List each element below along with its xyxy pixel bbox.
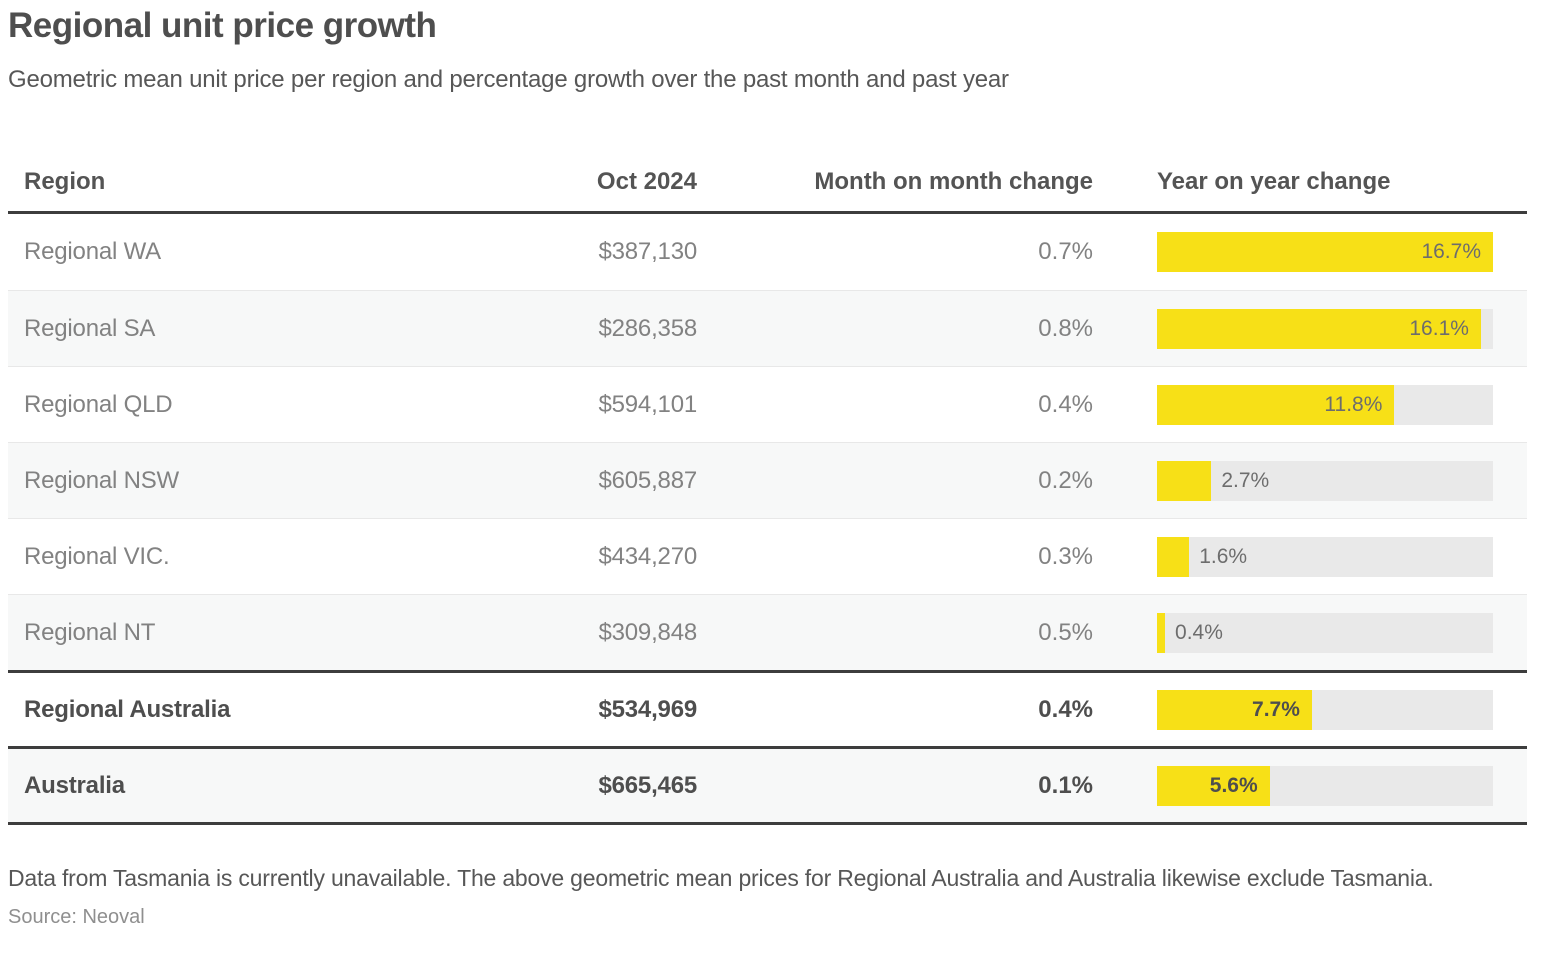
table-row-regional-sa: Regional SA $286,358 0.8% 16.1% <box>8 290 1527 366</box>
region-label: Regional QLD <box>24 390 173 418</box>
footnote: Data from Tasmania is currently unavaila… <box>8 865 1434 891</box>
yoy-bar <box>1157 612 1166 653</box>
month-change-value: 0.4% <box>1038 390 1093 418</box>
yoy-bar <box>1157 460 1212 501</box>
month-change-value: 0.7% <box>1038 238 1093 265</box>
region-label: Regional NT <box>24 618 156 646</box>
price-value: $387,130 <box>598 238 697 265</box>
yoy-bar-label: 11.8% <box>1324 392 1383 416</box>
month-change-value: 0.4% <box>1038 695 1093 723</box>
table-row-regional-qld: Regional QLD $594,101 0.4% 11.8% <box>8 366 1527 442</box>
table-row-regional-wa: Regional WA $387,130 0.7% 16.7% <box>8 214 1527 290</box>
yoy-bar: 16.1% <box>1157 308 1481 349</box>
yoy-bar-label: 5.6% <box>1209 773 1258 797</box>
yoy-bar-label: 2.7% <box>1221 468 1270 492</box>
table-row-regional-nt: Regional NT $309,848 0.5% 0.4% <box>8 594 1527 670</box>
price-value: $534,969 <box>598 695 697 723</box>
yoy-bar-label: 1.6% <box>1199 544 1248 568</box>
yoy-bar-label: 16.7% <box>1421 240 1481 263</box>
month-change-value: 0.8% <box>1038 314 1093 342</box>
table-row-australia: Australia $665,465 0.1% 5.6% <box>8 746 1527 822</box>
region-label: Regional Australia <box>24 695 231 723</box>
yoy-bar-track: 5.6% <box>1157 765 1493 806</box>
yoy-bar: 5.6% <box>1157 765 1270 806</box>
regional-price-table: Region Oct 2024 Month on month change Ye… <box>8 152 1527 825</box>
yoy-bar <box>1157 536 1190 577</box>
region-label: Regional VIC. <box>24 542 170 570</box>
yoy-bar-label: 16.1% <box>1409 316 1469 340</box>
yoy-bar-track: 0.4% <box>1157 612 1493 653</box>
yoy-bar-track: 7.7% <box>1157 689 1493 730</box>
table-header-row: Region Oct 2024 Month on month change Ye… <box>8 152 1527 214</box>
price-value: $434,270 <box>598 542 697 570</box>
month-change-value: 0.1% <box>1038 771 1093 799</box>
table-row-regional-vic: Regional VIC. $434,270 0.3% 1.6% <box>8 518 1527 594</box>
source-attribution: Source: Neoval <box>8 906 145 928</box>
yoy-bar: 11.8% <box>1157 384 1395 425</box>
column-header-month-change: Month on month change <box>814 167 1093 195</box>
region-label: Australia <box>24 771 125 799</box>
yoy-bar-track: 16.7% <box>1157 232 1493 272</box>
page-title: Regional unit price growth <box>8 6 437 45</box>
yoy-bar-track: 1.6% <box>1157 536 1493 577</box>
price-value: $605,887 <box>598 466 697 494</box>
yoy-bar-label: 0.4% <box>1175 620 1223 644</box>
yoy-bar-label: 7.7% <box>1252 697 1300 721</box>
month-change-value: 0.2% <box>1038 466 1093 494</box>
price-value: $286,358 <box>598 314 697 342</box>
yoy-bar: 16.7% <box>1157 232 1493 272</box>
price-value: $665,465 <box>598 771 697 799</box>
page-subtitle: Geometric mean unit price per region and… <box>8 66 1009 93</box>
yoy-bar-track: 11.8% <box>1157 384 1493 425</box>
region-label: Regional WA <box>24 238 161 265</box>
region-label: Regional NSW <box>24 466 179 494</box>
column-header-year-change: Year on year change <box>1157 167 1391 195</box>
month-change-value: 0.5% <box>1038 618 1093 646</box>
yoy-bar: 7.7% <box>1157 689 1312 730</box>
price-value: $309,848 <box>598 618 697 646</box>
table-row-regional-nsw: Regional NSW $605,887 0.2% 2.7% <box>8 442 1527 518</box>
column-header-region: Region <box>24 167 106 195</box>
page: Regional unit price growth Geometric mea… <box>8 6 1527 928</box>
month-change-value: 0.3% <box>1038 542 1093 570</box>
region-label: Regional SA <box>24 314 156 342</box>
table-row-regional-australia: Regional Australia $534,969 0.4% 7.7% <box>8 670 1527 746</box>
yoy-bar-track: 2.7% <box>1157 460 1493 501</box>
price-value: $594,101 <box>598 390 697 418</box>
yoy-bar-track: 16.1% <box>1157 308 1493 349</box>
column-header-oct-2024: Oct 2024 <box>596 167 697 195</box>
